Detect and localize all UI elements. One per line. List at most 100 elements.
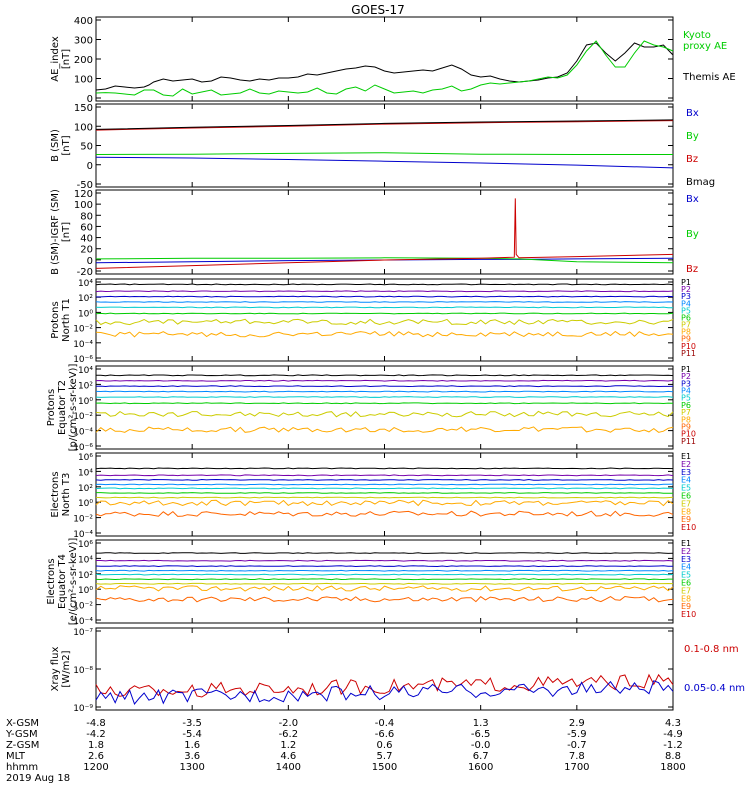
legend-label: P11: [681, 349, 696, 358]
y-tick-label: 10⁻²: [73, 515, 93, 525]
y-axis-label-line: North T1: [61, 298, 72, 342]
legend-label: E6: [681, 492, 691, 501]
date-label: 2019 Aug 18: [6, 773, 70, 784]
series-line: [95, 499, 674, 507]
legend-label: E4: [681, 476, 691, 485]
series-line: [95, 198, 674, 269]
y-axis-label-line: Equator T2: [57, 380, 68, 435]
y-tick-label: 10⁻⁴: [73, 530, 93, 540]
y-axis-label-line: [e/(cm²-s-sr-keV)]: [68, 538, 79, 626]
legend-label: E7: [681, 586, 691, 595]
series-line: [95, 283, 674, 286]
series-line: [95, 467, 674, 470]
y-tick-label: 200: [74, 55, 93, 66]
panel-xray: 10⁻⁷ 10⁻⁸ 10⁻⁹ Xray flux[W/m2] 0.1-0.8 nm 0.0…: [50, 627, 745, 714]
y-axis-label-line: B (SM)-IGRF (SM): [50, 189, 61, 275]
legend-label: 0.1-0.8 nm: [684, 644, 739, 655]
series-line: [95, 483, 674, 486]
series-line: [96, 552, 674, 554]
legend-label: P6: [681, 401, 691, 410]
x-tick-label: -6.5: [471, 729, 491, 740]
series-line: [95, 578, 673, 581]
series-line: [95, 402, 674, 405]
x-tick-label: 0.6: [377, 740, 393, 751]
y-axis-label: B (SM)-IGRF (SM)[nT]: [50, 189, 72, 275]
series-line: [96, 492, 673, 494]
series-line: [95, 156, 674, 169]
y-tick-label: 10⁴: [78, 279, 93, 289]
legend-label: P7: [681, 408, 691, 417]
legend-label: E1: [681, 452, 691, 461]
y-tick-label: 10⁰: [78, 309, 93, 319]
series-line: [95, 496, 674, 499]
x-tick-label: -3.5: [182, 718, 202, 729]
legend-label: P2: [681, 285, 691, 294]
x-tick-label: -4.9: [663, 729, 683, 740]
series-line: [95, 290, 674, 293]
legend-label: P11: [681, 437, 696, 446]
y-tick-label: 80: [80, 211, 93, 222]
y-tick-label: 10²: [78, 294, 93, 304]
series-line: [95, 487, 674, 490]
x-tick-label: 3.6: [184, 751, 200, 762]
legend-label: By: [686, 229, 699, 240]
y-tick-label: -20: [77, 267, 93, 278]
legend-label: P3: [681, 292, 691, 301]
panel-bsm: 150 100 50 0 -50 B (SM)[nT] Bx By Bz Bmag: [50, 103, 715, 191]
legend-label: E9: [681, 602, 691, 611]
panel-frame: [95, 452, 674, 537]
x-tick-label: 2.6: [88, 751, 104, 762]
y-axis-label: ProtonsEquator T2[p/(cm²-s-sr-keV)]: [46, 364, 79, 452]
x-tick-label: 1600: [468, 762, 493, 773]
series-line: [95, 426, 674, 433]
legend-label: E1: [681, 539, 691, 548]
x-tick-label: 4.6: [280, 751, 296, 762]
x-axis-row-label: Z-GSM: [6, 740, 39, 751]
legend-label: E9: [681, 515, 691, 524]
x-tick-label: 1300: [179, 762, 204, 773]
y-tick-label: 10⁻⁹: [73, 704, 93, 714]
y-axis-label-line: Equator T4: [57, 554, 68, 609]
series-line: [96, 295, 674, 298]
y-axis-label: B (SM)[nT]: [50, 129, 72, 162]
series-line: [95, 582, 674, 585]
y-axis-label-line: B (SM): [50, 129, 61, 162]
y-tick-label: 100: [74, 75, 93, 86]
series-line: [95, 410, 674, 418]
y-tick-label: 10⁴: [78, 555, 93, 565]
y-tick-label: 10⁻²: [73, 602, 93, 612]
legend-label: P8: [681, 328, 691, 337]
legend-label: Bz: [686, 264, 698, 275]
series-line: [95, 301, 674, 303]
legend-label: E10: [681, 523, 696, 532]
legend-label: P4: [681, 299, 691, 308]
legend-label: P10: [681, 430, 696, 439]
y-axis-label-line: [p/(cm²-s-sr-keV)]: [68, 364, 79, 452]
panel-frame: [95, 627, 674, 711]
y-tick-label: 10⁰: [78, 397, 93, 407]
legend-label: Themis AE: [682, 72, 736, 83]
series-line: [95, 374, 674, 377]
x-tick-label: 1500: [372, 762, 397, 773]
legend-label: P9: [681, 335, 691, 344]
series-line: [95, 573, 674, 576]
y-axis-label: Xray flux[W/m2]: [50, 647, 72, 692]
legend-label: E3: [681, 555, 691, 564]
legend-label: E8: [681, 594, 691, 603]
y-axis-label: ElectronsNorth T3: [50, 471, 72, 517]
y-tick-label: -50: [77, 180, 93, 191]
y-tick-label: 20: [80, 245, 93, 256]
series-line: [95, 40, 674, 97]
y-tick-label: 10²: [78, 484, 93, 494]
x-tick-label: 4.3: [665, 718, 681, 729]
legend-label: P8: [681, 415, 691, 424]
x-axis-row-label: MLT: [6, 751, 26, 762]
legend-label: P9: [681, 422, 691, 431]
y-axis-label-line: Electrons: [46, 558, 57, 604]
series-line: [95, 120, 674, 131]
x-tick-label: 8.8: [665, 751, 681, 762]
legend-label: Bx: [686, 194, 699, 205]
